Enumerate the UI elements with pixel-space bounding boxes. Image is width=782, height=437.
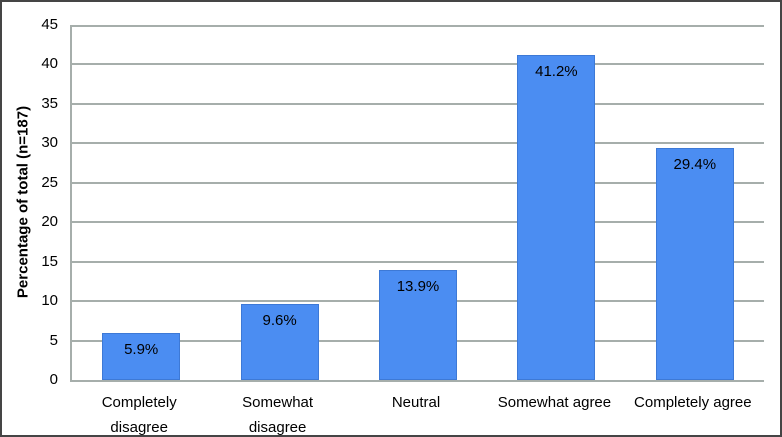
y-tick-label: 25	[41, 173, 58, 191]
y-tick-label: 10	[41, 292, 58, 310]
bar	[517, 54, 596, 380]
gridline	[72, 102, 764, 105]
gridline	[72, 142, 764, 145]
y-tick-label: 35	[41, 94, 58, 112]
gridline	[72, 221, 764, 224]
x-category-label: Somewhat disagree	[242, 394, 314, 436]
y-tick-label: 40	[41, 55, 58, 73]
gridline	[72, 63, 764, 66]
y-tick-label: 5	[49, 331, 58, 349]
gridline	[72, 25, 764, 27]
x-axis-labels: Completely disagree Somewhat disagree Neut…	[70, 390, 762, 436]
gridline	[72, 181, 764, 184]
x-category-label: Somewhat agree	[497, 394, 612, 411]
bar	[102, 333, 181, 380]
y-tick-label: 15	[41, 252, 58, 270]
x-category-label: Completely disagree	[101, 394, 177, 436]
y-tick-label: 30	[41, 134, 58, 152]
y-tick-label: 20	[41, 213, 58, 231]
plot-area: 5.9% 9.6% 13.9% 41.2% 29.4%	[70, 25, 764, 382]
bar	[379, 270, 457, 380]
y-tick-label: 0	[49, 371, 58, 388]
bar	[240, 304, 319, 380]
gridline	[72, 260, 764, 263]
bar-value-label: 29.4%	[673, 156, 717, 174]
bar-value-label: 41.2%	[535, 62, 578, 80]
bar-value-label: 9.6%	[262, 312, 297, 330]
y-tick-label: 45	[41, 16, 58, 33]
bar	[655, 148, 734, 380]
x-category-label: Neutral	[391, 394, 441, 411]
bar-value-label: 13.9%	[396, 278, 440, 296]
bar-value-label: 5.9%	[124, 341, 159, 359]
x-category-label: Completely agree	[634, 394, 752, 411]
